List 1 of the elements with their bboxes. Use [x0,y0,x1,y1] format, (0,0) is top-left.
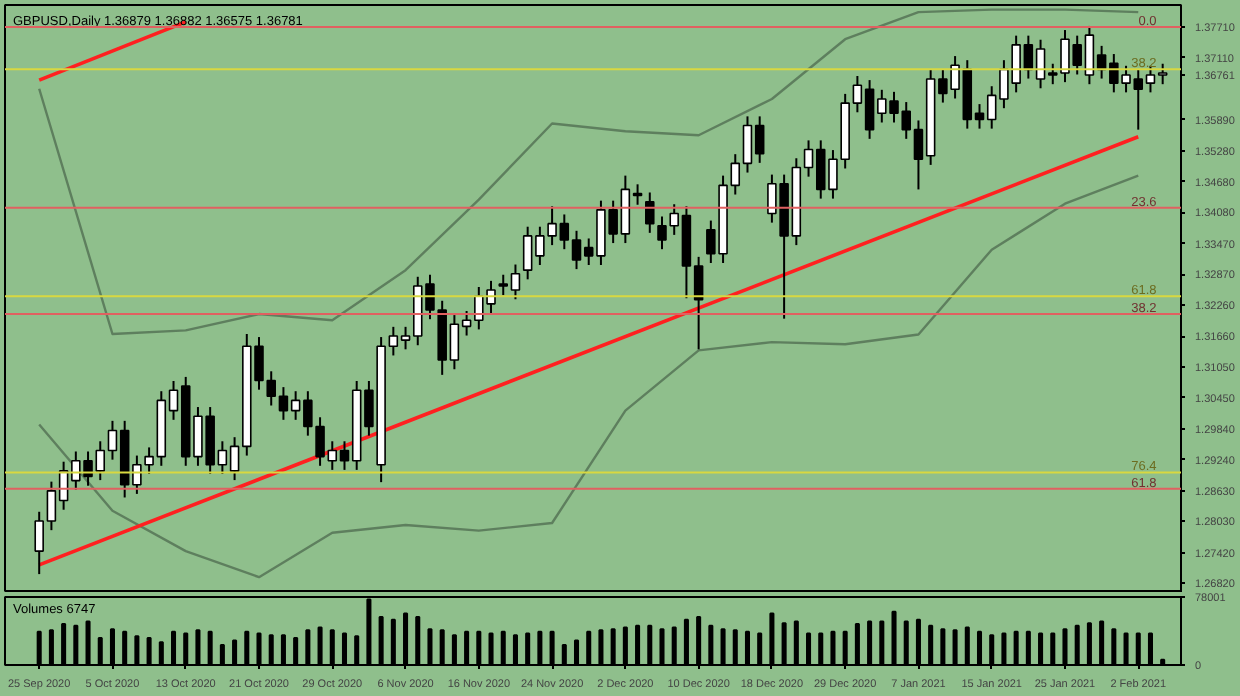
candlestick [645,191,655,234]
